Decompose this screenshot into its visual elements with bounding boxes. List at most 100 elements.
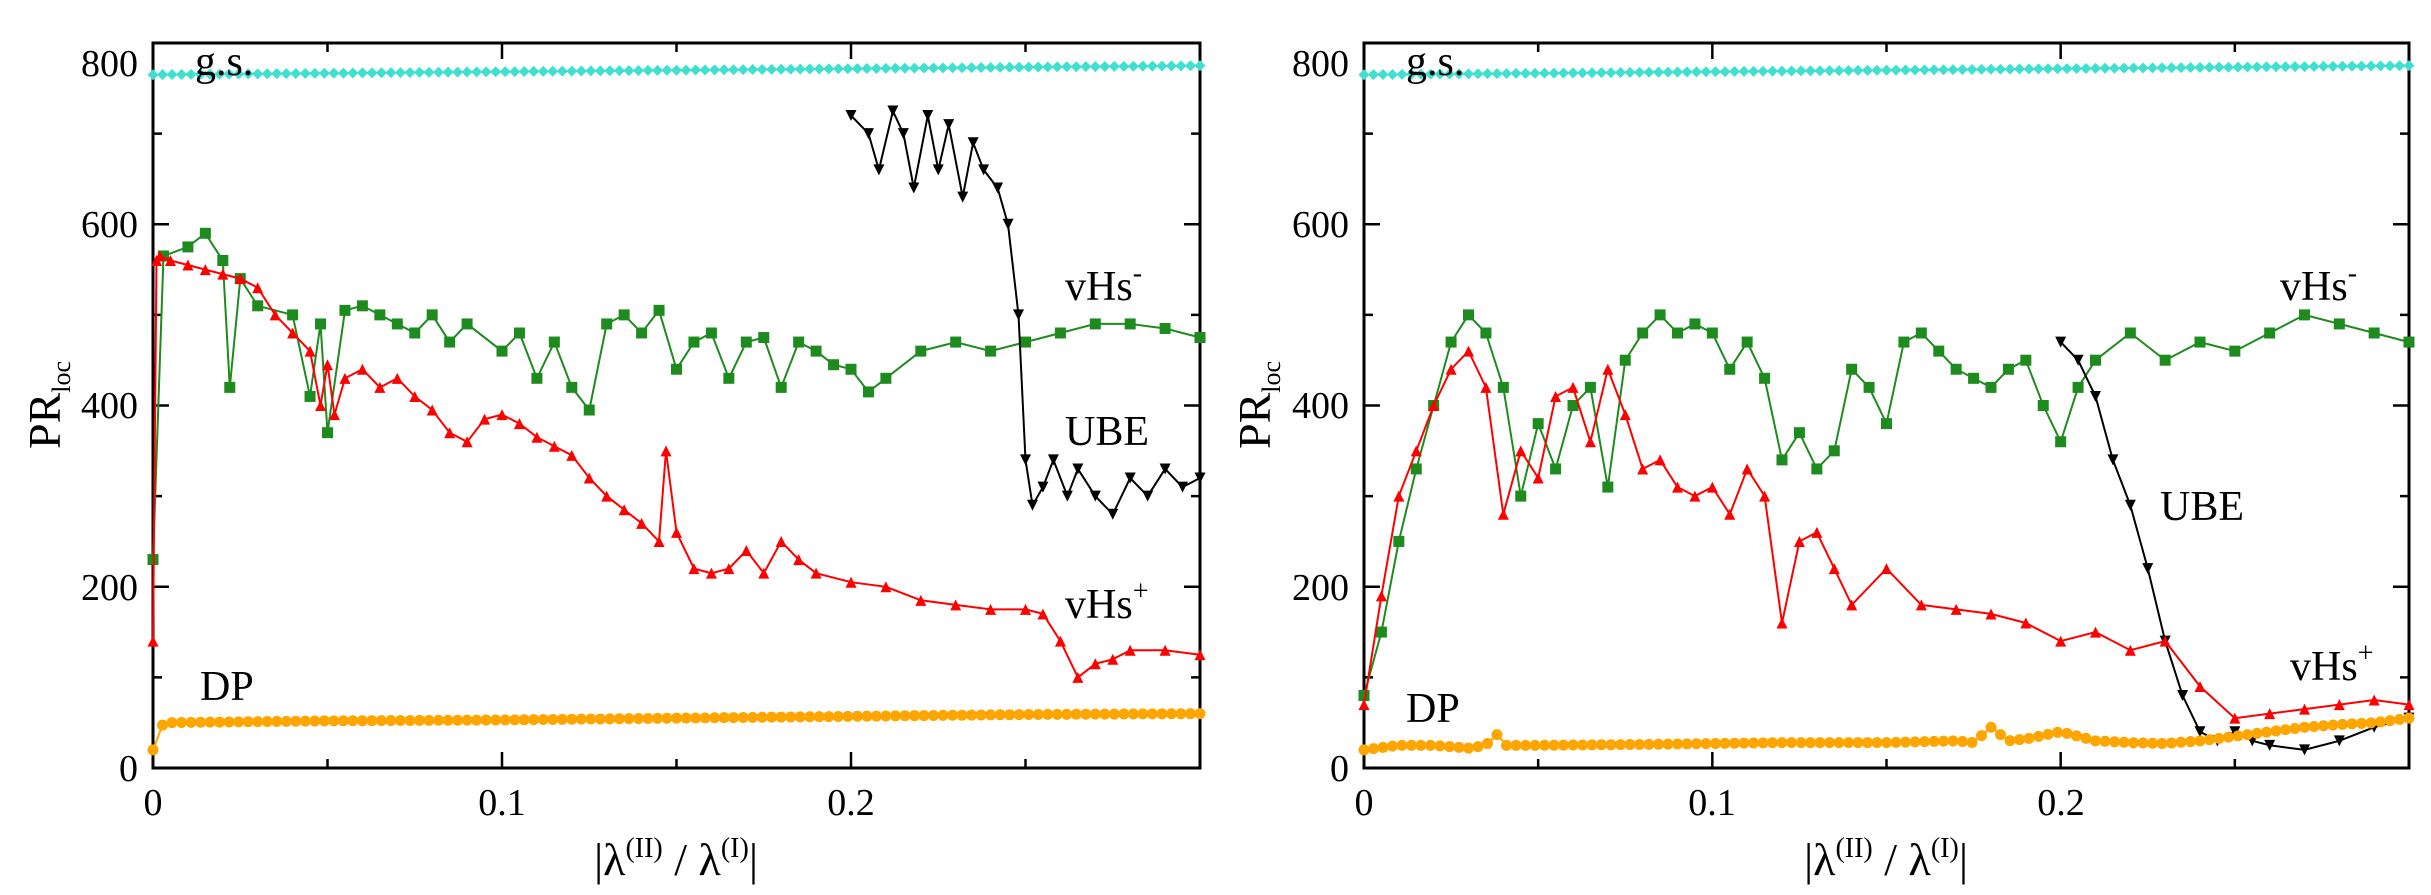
left-point-dp-63: [747, 711, 759, 723]
left-point-g-s-25: [385, 67, 397, 79]
left-point-vhs-5: [224, 381, 236, 393]
right-point-g-s-17: [1520, 67, 1531, 79]
left-point-vhs-27: [618, 309, 630, 321]
left-point-g-s-33: [461, 66, 473, 78]
right-point-g-s-79: [2109, 62, 2120, 74]
left-point-vhs-3: [199, 227, 211, 239]
left-point-g-s-18: [318, 67, 330, 79]
right-point-dp-60: [1928, 735, 1940, 747]
right-point-g-s-48: [1814, 65, 1826, 77]
right-point-g-s-96: [2270, 61, 2282, 73]
left-point-vhs-47: [950, 599, 962, 611]
right-label-gs: g.s.: [1406, 39, 1464, 85]
left-label-vhs-plus: vHs+: [1065, 576, 1148, 628]
left-point-vhs-42: [880, 372, 892, 384]
left-point-g-s-47: [594, 65, 606, 77]
right-point-g-s-84: [2156, 62, 2168, 74]
left-point-dp-83: [937, 709, 949, 721]
left-line-vhs: [152, 254, 1201, 679]
left-point-vhs-49: [1020, 603, 1031, 615]
left-point-g-s-6: [204, 68, 216, 80]
right-point-dp-48: [1814, 737, 1826, 749]
right-point-vhs-36: [2124, 644, 2136, 656]
right-point-ube-8: [2194, 726, 2206, 738]
left-point-dp-26: [394, 714, 406, 726]
left-point-g-s-96: [1061, 61, 1073, 73]
right-point-dp-59: [1919, 736, 1930, 748]
right-point-dp-4: [1396, 739, 1408, 751]
right-point-vhs-28: [1846, 599, 1858, 611]
right-point-dp-107: [2375, 716, 2386, 728]
left-point-vhs-15: [339, 372, 351, 384]
left-point-vhs-5: [199, 264, 211, 276]
left-point-vhs-26: [601, 318, 613, 330]
right-point-g-s-104: [2346, 60, 2358, 72]
left-point-g-s-20: [337, 67, 349, 79]
left-point-dp-59: [709, 712, 721, 724]
left-point-g-s-24: [375, 67, 387, 79]
left-point-dp-96: [1061, 708, 1073, 720]
right-point-ube-4: [2124, 499, 2136, 511]
left-point-dp-53: [651, 712, 663, 724]
left-point-vhs-47: [1054, 327, 1066, 339]
right-point-vhs-40: [2055, 436, 2067, 448]
left-point-ube-16: [1026, 499, 1038, 511]
right-point-dp-65: [1976, 730, 1987, 742]
left-point-g-s-110: [1194, 60, 1206, 72]
left-point-g-s-61: [728, 64, 740, 76]
left-point-vhs-21: [513, 327, 525, 339]
left-point-vhs-43: [810, 567, 822, 579]
right-point-g-s-60: [1928, 64, 1940, 76]
right-point-vhs-8: [1497, 508, 1509, 520]
right-point-vhs-46: [2229, 345, 2241, 357]
right-point-dp-12: [1472, 741, 1484, 753]
right-point-dp-7: [1425, 739, 1436, 751]
right-point-dp-30: [1643, 738, 1655, 750]
left-point-dp-10: [242, 716, 254, 728]
right-point-dp-63: [1957, 735, 1968, 747]
left-point-vhs-48: [985, 603, 997, 615]
left-point-dp-60: [718, 712, 730, 724]
left-point-dp-69: [804, 711, 816, 723]
right-point-dp-50: [1833, 737, 1845, 749]
left-point-vhs-8: [252, 282, 264, 294]
left-point-ube-15: [1020, 454, 1031, 466]
left-point-g-s-30: [433, 66, 445, 78]
right-point-dp-47: [1805, 737, 1816, 749]
right-point-dp-40: [1738, 737, 1750, 749]
right-point-g-s-36: [1700, 66, 1712, 78]
right-point-g-s-83: [2147, 62, 2158, 74]
left-ticks: [151, 41, 1200, 770]
left-point-g-s-8: [223, 68, 235, 80]
left-point-dp-8: [223, 716, 235, 728]
left-point-ube-24: [1142, 490, 1154, 502]
left-point-vhs-52: [1072, 671, 1084, 683]
right-point-ube-13: [2299, 744, 2310, 756]
right-xlabel-sup2: (I): [1931, 833, 1959, 864]
right-point-vhs-3: [1410, 463, 1422, 475]
right-point-vhs-21: [1724, 363, 1736, 375]
left-point-g-s-92: [1023, 61, 1035, 73]
right-label-ube: UBE: [2160, 484, 2244, 530]
left-point-dp-109: [1184, 708, 1196, 720]
right-point-g-s-70: [2023, 63, 2035, 75]
left-point-vhs-35: [671, 526, 682, 538]
right-point-vhs-31: [1898, 336, 1910, 348]
right-line-vhs: [1363, 313, 2410, 696]
right-point-g-s-82: [2137, 62, 2149, 74]
left-point-ube-17: [1037, 481, 1049, 493]
left-point-dp-110: [1194, 708, 1206, 720]
right-xlabel-post: |: [1959, 834, 1968, 885]
right-point-dp-51: [1843, 737, 1854, 749]
right-point-dp-39: [1729, 737, 1740, 749]
right-point-g-s-11: [1463, 68, 1474, 80]
left-point-dp-105: [1146, 708, 1158, 720]
right-point-vhs-16: [1637, 463, 1649, 475]
left-point-g-s-86: [966, 62, 978, 74]
left-point-g-s-38: [509, 66, 521, 78]
left-point-vhs-33: [723, 372, 735, 384]
right-point-g-s-51: [1843, 65, 1854, 77]
left-point-dp-55: [671, 712, 682, 724]
right-point-dp-58: [1909, 736, 1921, 748]
left-point-vhs-51: [1194, 332, 1206, 344]
